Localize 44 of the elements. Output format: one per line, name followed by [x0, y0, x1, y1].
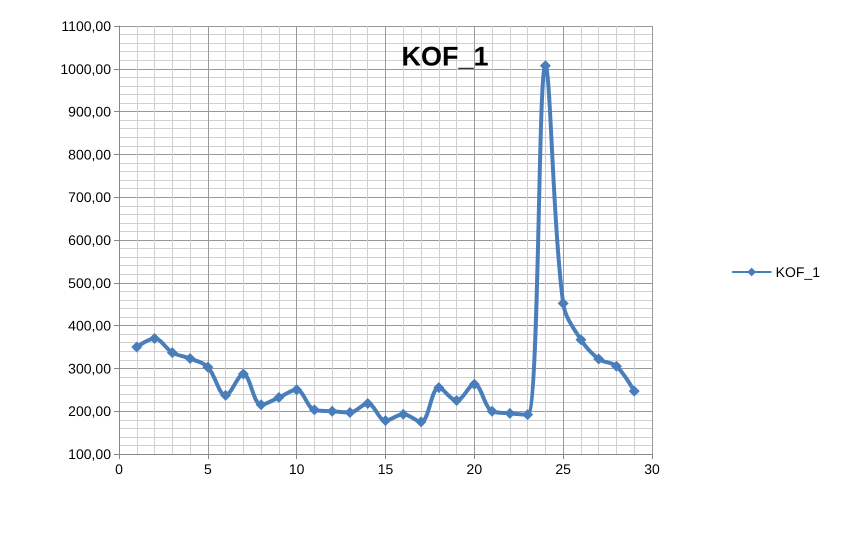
y-tick-label: 400,00 [68, 318, 112, 334]
point [593, 353, 604, 364]
point [610, 360, 622, 372]
point [451, 395, 462, 406]
x-tick-label: 10 [288, 461, 305, 477]
point [166, 347, 178, 358]
y-tick-label: 100,00 [68, 446, 112, 462]
x-tick-label: 25 [555, 461, 572, 477]
legend-label: KOF_1 [776, 264, 820, 280]
x-tick-label: 5 [204, 461, 212, 477]
x-tick-label: 30 [644, 461, 660, 477]
point [202, 362, 214, 373]
point [433, 382, 444, 394]
point [131, 342, 142, 352]
point [575, 334, 586, 346]
point [468, 378, 480, 390]
point [149, 332, 160, 344]
point [291, 384, 302, 396]
point [558, 298, 569, 309]
y-tick-label: 600,00 [68, 232, 112, 248]
y-tick-label: 900,00 [68, 104, 112, 120]
point [380, 415, 391, 426]
x-tick-label: 0 [115, 461, 124, 477]
point [486, 406, 498, 417]
point [184, 353, 196, 364]
point [256, 399, 267, 410]
y-tick-label: 500,00 [68, 274, 112, 291]
y-tick-label: 1100,00 [61, 18, 112, 34]
point [362, 398, 374, 409]
point [416, 416, 427, 428]
text: KOF_1 [401, 42, 489, 72]
point [398, 408, 409, 420]
y-tick-label: 300,00 [68, 360, 112, 376]
y-tick-label: 700,00 [68, 189, 112, 206]
point [628, 386, 640, 397]
x-tick-label: 15 [378, 461, 394, 477]
point [273, 392, 284, 404]
y-tick-label: 200,00 [68, 403, 112, 420]
point [238, 368, 249, 380]
x-tick-label: 20 [466, 461, 482, 477]
y-tick-label: 800,00 [68, 146, 112, 162]
point [220, 390, 232, 401]
point [308, 404, 320, 416]
y-tick-label: 1000,00 [60, 60, 112, 77]
